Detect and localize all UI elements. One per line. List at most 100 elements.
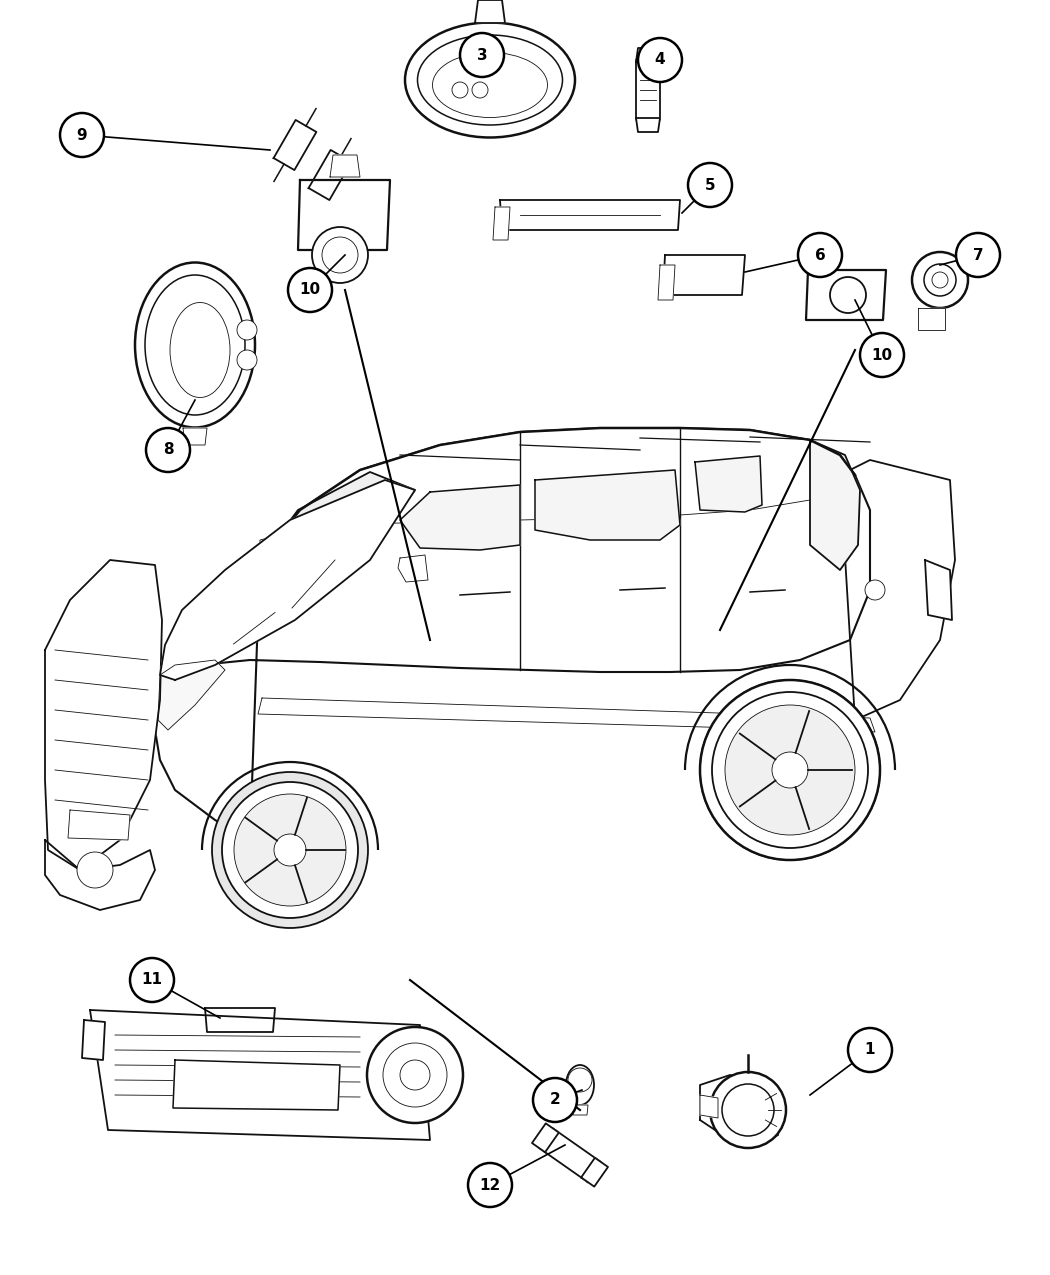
Text: 7: 7 [972, 247, 983, 263]
Polygon shape [636, 48, 660, 62]
Polygon shape [298, 180, 390, 250]
Polygon shape [581, 1158, 608, 1187]
Circle shape [700, 680, 880, 861]
Circle shape [865, 580, 885, 601]
Circle shape [322, 237, 358, 273]
Polygon shape [572, 1105, 588, 1116]
Ellipse shape [135, 263, 255, 427]
Polygon shape [183, 428, 207, 445]
Circle shape [700, 680, 880, 861]
Circle shape [710, 1072, 786, 1148]
Circle shape [912, 252, 968, 309]
Ellipse shape [145, 275, 245, 414]
Polygon shape [330, 156, 360, 177]
Polygon shape [663, 255, 745, 295]
Text: 9: 9 [77, 128, 87, 143]
Polygon shape [155, 428, 870, 840]
Circle shape [848, 1028, 892, 1072]
Polygon shape [500, 200, 680, 230]
Ellipse shape [418, 34, 563, 125]
Polygon shape [532, 1123, 559, 1153]
Circle shape [772, 752, 808, 788]
Text: 12: 12 [480, 1178, 501, 1192]
Text: 10: 10 [299, 283, 320, 297]
Circle shape [468, 1163, 512, 1207]
Text: 6: 6 [815, 247, 825, 263]
Circle shape [237, 351, 257, 370]
Circle shape [77, 852, 113, 887]
Polygon shape [636, 60, 660, 120]
Circle shape [222, 782, 358, 918]
Circle shape [830, 277, 866, 312]
Circle shape [312, 227, 367, 283]
Circle shape [460, 33, 504, 76]
Polygon shape [925, 560, 952, 620]
Circle shape [860, 333, 904, 377]
Circle shape [533, 1077, 578, 1122]
Polygon shape [173, 1060, 340, 1111]
Polygon shape [262, 472, 415, 565]
Text: 2: 2 [549, 1093, 561, 1108]
Circle shape [798, 233, 842, 277]
Text: 3: 3 [477, 47, 487, 62]
Circle shape [472, 82, 488, 98]
Polygon shape [45, 840, 155, 910]
Ellipse shape [433, 52, 547, 117]
Polygon shape [274, 120, 316, 170]
Circle shape [146, 428, 190, 472]
Circle shape [452, 82, 468, 98]
Polygon shape [700, 1095, 718, 1118]
Polygon shape [398, 555, 428, 581]
Polygon shape [260, 428, 855, 560]
Circle shape [383, 1043, 447, 1107]
Circle shape [274, 834, 306, 866]
Polygon shape [158, 660, 225, 731]
Text: 1: 1 [865, 1043, 876, 1057]
Text: 4: 4 [655, 52, 666, 68]
Circle shape [688, 163, 732, 207]
Polygon shape [700, 1075, 778, 1145]
Polygon shape [806, 270, 886, 320]
Polygon shape [840, 460, 956, 720]
Polygon shape [494, 207, 510, 240]
Circle shape [288, 268, 332, 312]
Polygon shape [205, 1009, 275, 1031]
Text: 8: 8 [163, 442, 173, 458]
Polygon shape [810, 440, 860, 570]
Text: 11: 11 [142, 973, 163, 988]
Circle shape [568, 1068, 592, 1091]
Polygon shape [258, 697, 875, 732]
Circle shape [932, 272, 948, 288]
Polygon shape [309, 150, 352, 200]
Circle shape [722, 1084, 774, 1136]
Circle shape [368, 1026, 463, 1123]
Ellipse shape [170, 302, 230, 398]
Polygon shape [400, 484, 520, 550]
Polygon shape [68, 810, 130, 840]
Text: 5: 5 [705, 177, 715, 193]
Polygon shape [45, 560, 162, 870]
Polygon shape [160, 479, 415, 680]
Text: 10: 10 [872, 348, 892, 362]
Polygon shape [536, 470, 680, 541]
Circle shape [237, 320, 257, 340]
Circle shape [234, 794, 346, 907]
Polygon shape [539, 1128, 602, 1182]
Polygon shape [475, 0, 505, 23]
Circle shape [130, 958, 174, 1002]
Circle shape [60, 113, 104, 157]
Circle shape [956, 233, 1000, 277]
Polygon shape [90, 1010, 430, 1140]
Circle shape [638, 38, 682, 82]
Polygon shape [82, 1020, 105, 1060]
Ellipse shape [405, 23, 575, 138]
Polygon shape [636, 119, 660, 133]
Polygon shape [695, 456, 762, 513]
Circle shape [212, 771, 368, 928]
Circle shape [924, 264, 956, 296]
Circle shape [400, 1060, 430, 1090]
Polygon shape [658, 265, 675, 300]
Circle shape [724, 705, 855, 835]
Circle shape [712, 692, 868, 848]
Polygon shape [918, 309, 945, 330]
